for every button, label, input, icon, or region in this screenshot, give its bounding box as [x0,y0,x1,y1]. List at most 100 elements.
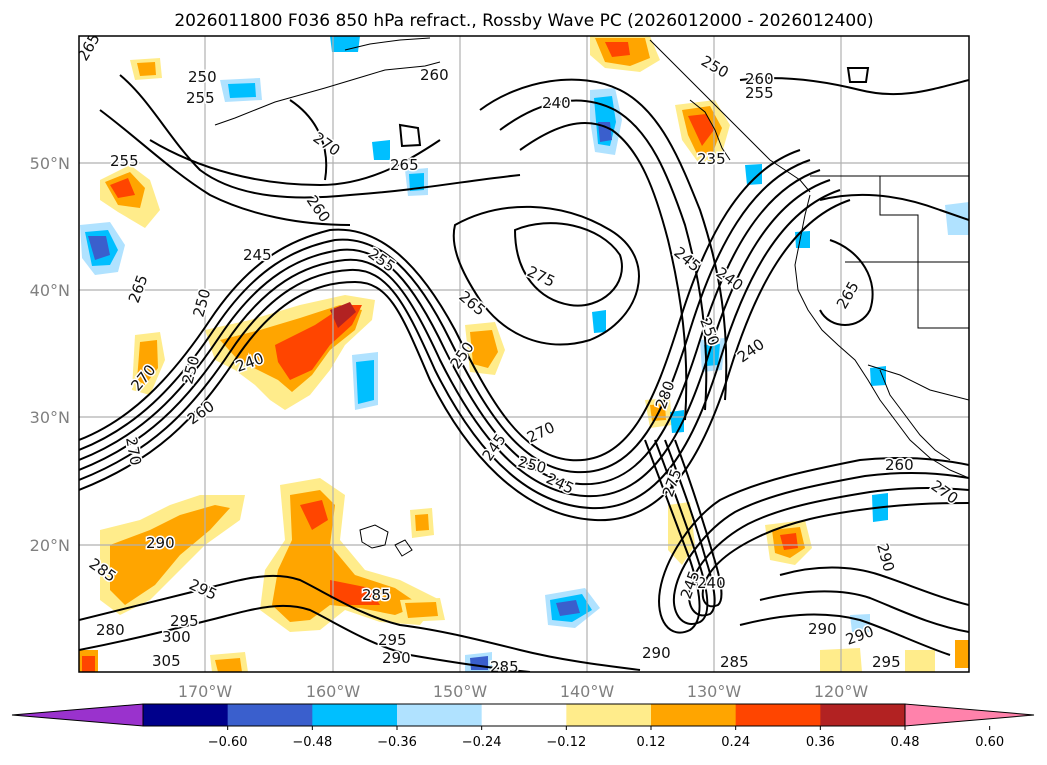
contour-line [499,99,708,411]
colorbar-ticks: −0.60 −0.48 −0.36 −0.24 −0.12 0.12 0.24 0.36 0.4… [208,726,1004,750]
coastline-bc-islands [689,99,731,161]
contour-label: 240 [542,94,571,112]
positive-anomaly-patch [780,533,798,550]
contour-line [819,193,969,221]
colorbar-tick-label: 0.24 [721,735,750,750]
contour-line [779,566,969,606]
contour-label: 285 [362,586,391,604]
positive-anomaly-patch [215,658,242,672]
colorbar-tick-label: 0.12 [637,735,666,750]
map-background [79,36,969,672]
colorbar-bin [651,704,737,726]
colorbar-bin [227,704,313,726]
negative-anomaly-patch [795,231,810,248]
coastline-alaska-south [344,37,431,51]
refractivity-contours [79,67,969,672]
contour-line [79,574,641,671]
colorbar-frame [142,703,906,727]
positive-anomaly-patch [137,62,156,76]
contour-line [398,123,422,148]
contour-label: 235 [697,150,726,168]
contour-line [513,222,623,307]
lon-label-140w: 140°W [560,682,615,701]
negative-anomaly-patch [470,656,488,670]
colorbar-tick-label: −0.24 [462,735,502,750]
border-states [879,176,969,263]
anomaly-shading [79,36,969,672]
negative-anomaly-patch [356,360,374,404]
colorbar-bin [735,704,821,726]
contour-label: 260 [745,70,774,88]
colorbar-tick-label: 0.48 [891,735,920,750]
contour-line [846,67,870,83]
contour-label: 250 [188,68,217,86]
positive-anomaly-patch [110,505,230,605]
contour-label: 290 [146,534,175,552]
contour-label: 245 [243,246,272,264]
border-states [845,261,969,329]
contour-line [519,122,688,421]
colorbar-tick-label: −0.60 [208,735,248,750]
colorbar-tick-label: −0.48 [292,735,332,750]
colorbar-bin [566,704,652,726]
positive-anomaly-patch [905,650,935,672]
negative-anomaly-patch [592,310,606,333]
contour-line [664,439,969,617]
lon-label-150w: 150°W [433,682,488,701]
colorbar-extend-low [11,703,144,727]
negative-anomaly-patch [870,366,886,386]
positive-anomaly-patch [137,340,158,385]
contour-line [79,179,831,498]
negative-anomaly-patch [945,202,969,235]
coastline-hawaii [394,539,413,557]
lon-label-130w: 130°W [687,682,742,701]
negative-anomaly-patch [745,164,762,185]
positive-anomaly-patch [330,580,380,605]
contour-line [654,439,969,625]
border-us-mexico [867,364,969,401]
coastline-baja [879,369,951,461]
colorbar: −0.60 −0.48 −0.36 −0.24 −0.12 0.12 0.24 0.36 0.4… [11,703,1035,750]
contour-label: 255 [745,84,774,102]
positive-anomaly-patch [470,330,498,368]
contour-label: 290 [808,620,837,638]
positive-anomaly-patch [405,602,438,618]
positive-anomaly-patch [955,640,969,668]
contour-label: 285 [720,653,749,671]
contour-line [79,189,841,510]
colorbar-bin [143,704,229,726]
contour-line [79,149,801,462]
contour-label: 295 [378,631,407,649]
colorbar-bin [481,704,567,726]
contour-label: 255 [110,152,139,170]
colorbar-bin [820,704,906,726]
positive-anomaly-patch [82,656,95,672]
contour-label: 305 [152,652,181,670]
coastline-panhandle [649,39,811,193]
contour-label: 255 [186,89,215,107]
lon-label-170w: 170°W [178,682,233,701]
colorbar-extend-high [904,703,1035,727]
lat-label-20n: 20°N [30,536,70,555]
lat-label-40n: 40°N [30,281,70,300]
longitude-labels: 170°W 160°W 150°W 140°W 130°W 120°W [178,682,869,701]
contour-label: 260 [420,66,449,84]
colorbar-bin [397,704,483,726]
contour-line [739,613,951,656]
contour-label: 290 [382,649,411,667]
positive-anomaly-patch [110,178,135,198]
contour-label: 260 [885,456,914,474]
negative-anomaly-patch [228,83,256,98]
lat-label-30n: 30°N [30,408,70,427]
negative-anomaly-patch [409,173,424,191]
positive-anomaly-patch [415,514,429,531]
coastline-us-west [794,194,969,479]
contour-line [149,139,441,187]
contour-label: 280 [96,621,125,639]
contour-line [759,590,969,633]
contour-line [674,439,969,608]
contour-line [739,77,969,96]
contour-line [289,99,328,181]
negative-anomaly-patch [88,236,110,260]
contour-line [99,109,351,226]
